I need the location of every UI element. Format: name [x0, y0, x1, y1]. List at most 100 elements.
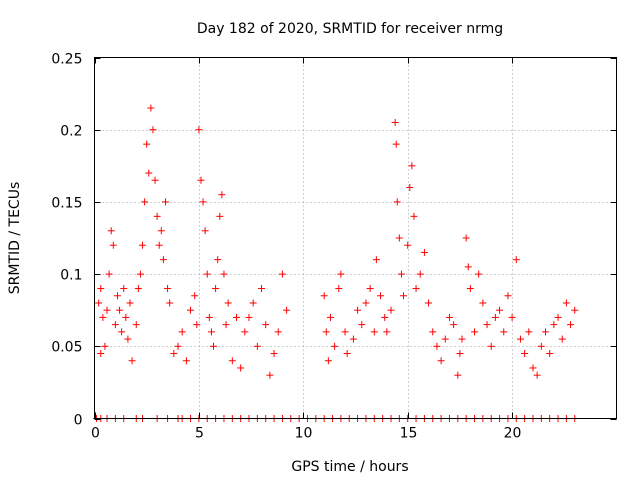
- data-point: [456, 350, 464, 358]
- data-point: [354, 306, 362, 314]
- data-point: [207, 328, 215, 336]
- data-point: [197, 176, 205, 184]
- data-point: [139, 241, 147, 249]
- data-point: [126, 299, 134, 307]
- data-point: [141, 198, 149, 206]
- data-point: [425, 299, 433, 307]
- data-point: [381, 313, 389, 321]
- data-point: [187, 306, 195, 314]
- data-point: [483, 321, 491, 329]
- data-point: [337, 270, 345, 278]
- y-tick-label: 0: [74, 413, 83, 429]
- data-point: [191, 292, 199, 300]
- x-tick-label: 0: [91, 426, 100, 442]
- grid: [94, 57, 617, 419]
- data-point: [149, 126, 157, 134]
- data-point: [445, 313, 453, 321]
- data-point: [178, 328, 186, 336]
- data-point: [508, 313, 516, 321]
- data-point: [491, 313, 499, 321]
- data-point: [410, 212, 418, 220]
- data-point: [157, 227, 165, 235]
- data-point: [496, 306, 504, 314]
- data-point: [118, 328, 126, 336]
- data-point: [113, 292, 121, 300]
- y-tick-label: 0.15: [51, 196, 82, 212]
- data-point: [203, 270, 211, 278]
- data-point: [420, 248, 428, 256]
- data-point: [220, 270, 228, 278]
- data-point: [326, 313, 334, 321]
- data-point: [199, 198, 207, 206]
- data-point: [320, 292, 328, 300]
- data-point: [466, 285, 474, 293]
- data-point: [228, 357, 236, 365]
- data-point: [475, 270, 483, 278]
- y-tick-label: 0.2: [60, 124, 82, 140]
- data-point: [487, 342, 495, 350]
- data-point: [101, 342, 109, 350]
- data-point: [335, 285, 343, 293]
- data-point: [331, 342, 339, 350]
- data-point: [322, 328, 330, 336]
- data-point: [450, 321, 458, 329]
- data-point: [241, 328, 249, 336]
- data-point: [153, 212, 161, 220]
- data-point: [554, 313, 562, 321]
- data-point: [105, 270, 113, 278]
- data-point: [124, 335, 132, 343]
- data-point: [266, 371, 274, 379]
- data-point: [437, 357, 445, 365]
- data-point: [500, 328, 508, 336]
- x-tick-label: 20: [504, 426, 522, 442]
- data-point: [195, 126, 203, 134]
- data-point: [161, 198, 169, 206]
- data-point: [232, 313, 240, 321]
- data-point: [164, 285, 172, 293]
- data-point: [182, 357, 190, 365]
- data-point: [170, 350, 178, 358]
- data-point: [550, 321, 558, 329]
- data-point: [174, 342, 182, 350]
- y-axis-label: SRMTID / TECUs: [7, 182, 23, 295]
- data-point: [151, 176, 159, 184]
- data-point: [143, 140, 151, 148]
- data-point: [147, 104, 155, 112]
- data-point: [479, 299, 487, 307]
- data-point: [397, 270, 405, 278]
- y-tick-label: 0.1: [60, 268, 82, 284]
- data-points: [93, 104, 579, 422]
- x-tick-label: 5: [195, 426, 204, 442]
- data-point: [542, 328, 550, 336]
- data-point: [95, 299, 103, 307]
- data-point: [128, 357, 136, 365]
- x-tick-label: 15: [400, 426, 418, 442]
- data-point: [349, 335, 357, 343]
- data-point: [412, 285, 420, 293]
- data-point: [224, 299, 232, 307]
- data-point: [212, 285, 220, 293]
- data-point: [516, 335, 524, 343]
- y-tick-label: 0.25: [51, 52, 82, 68]
- data-point: [529, 364, 537, 372]
- data-point: [193, 321, 201, 329]
- data-point: [562, 299, 570, 307]
- data-point: [393, 198, 401, 206]
- data-point: [218, 191, 226, 199]
- data-point: [400, 292, 408, 300]
- x-axis-label: GPS time / hours: [291, 459, 408, 475]
- data-point: [107, 227, 115, 235]
- data-point: [270, 350, 278, 358]
- data-point: [237, 364, 245, 372]
- data-point: [512, 256, 520, 264]
- data-point: [136, 270, 144, 278]
- data-point: [525, 328, 533, 336]
- data-point: [201, 227, 209, 235]
- data-point: [222, 321, 230, 329]
- data-point: [429, 328, 437, 336]
- data-point: [358, 321, 366, 329]
- data-point: [262, 321, 270, 329]
- data-point: [341, 328, 349, 336]
- data-point: [116, 306, 124, 314]
